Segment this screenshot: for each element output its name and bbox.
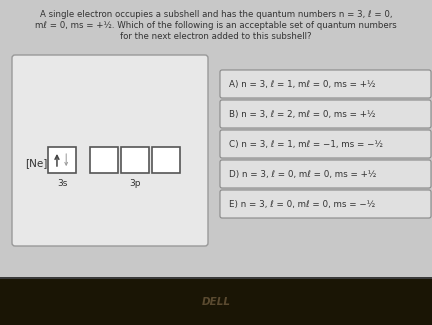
Bar: [0, 277, 432, 325]
FancyBboxPatch shape: [220, 130, 431, 158]
FancyBboxPatch shape: [12, 55, 208, 246]
Text: DELL: DELL: [201, 297, 231, 307]
Text: D) n = 3, ℓ = 0, mℓ = 0, ms = +½: D) n = 3, ℓ = 0, mℓ = 0, ms = +½: [229, 170, 376, 178]
Bar: [152, 147, 180, 173]
Bar: [0, 277, 432, 279]
FancyBboxPatch shape: [220, 190, 431, 218]
Text: B) n = 3, ℓ = 2, mℓ = 0, ms = +½: B) n = 3, ℓ = 2, mℓ = 0, ms = +½: [229, 110, 375, 119]
Text: E) n = 3, ℓ = 0, mℓ = 0, ms = −½: E) n = 3, ℓ = 0, mℓ = 0, ms = −½: [229, 200, 375, 209]
Text: C) n = 3, ℓ = 1, mℓ = −1, ms = −½: C) n = 3, ℓ = 1, mℓ = −1, ms = −½: [229, 139, 383, 149]
FancyBboxPatch shape: [220, 70, 431, 98]
Bar: [48, 147, 76, 173]
Text: [Ne]: [Ne]: [25, 158, 47, 168]
Text: mℓ = 0, ms = +½. Which of the following is an acceptable set of quantum numbers: mℓ = 0, ms = +½. Which of the following …: [35, 21, 397, 30]
Text: A single electron occupies a subshell and has the quantum numbers n = 3, ℓ = 0,: A single electron occupies a subshell an…: [40, 10, 392, 19]
Bar: [90, 147, 118, 173]
Bar: [121, 147, 149, 173]
Text: for the next electron added to this subshell?: for the next electron added to this subs…: [120, 32, 312, 41]
Text: 3p: 3p: [129, 179, 141, 188]
Text: 3s: 3s: [57, 179, 67, 188]
Text: A) n = 3, ℓ = 1, mℓ = 0, ms = +½: A) n = 3, ℓ = 1, mℓ = 0, ms = +½: [229, 80, 375, 88]
FancyBboxPatch shape: [220, 100, 431, 128]
FancyBboxPatch shape: [220, 160, 431, 188]
